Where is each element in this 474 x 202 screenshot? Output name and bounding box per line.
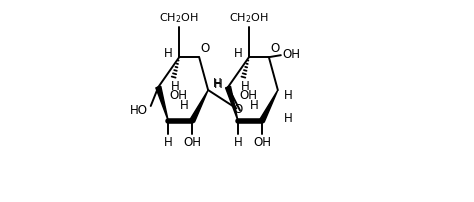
Text: H: H: [213, 77, 222, 90]
Text: O: O: [233, 103, 243, 117]
Text: H: H: [164, 137, 173, 149]
Text: O: O: [201, 42, 210, 55]
Text: CH$_2$OH: CH$_2$OH: [159, 12, 199, 25]
Text: H: H: [234, 47, 243, 60]
Text: H: H: [234, 137, 242, 149]
Text: OH: OH: [169, 88, 187, 102]
Text: OH: OH: [283, 48, 301, 61]
Text: H: H: [214, 78, 222, 91]
Text: OH: OH: [239, 88, 257, 102]
Text: O: O: [271, 42, 280, 55]
Text: OH: OH: [183, 137, 201, 149]
Text: H: H: [250, 99, 259, 113]
Text: H: H: [241, 80, 250, 93]
Polygon shape: [190, 90, 208, 122]
Text: H: H: [180, 99, 189, 113]
Polygon shape: [226, 86, 238, 121]
Polygon shape: [156, 86, 168, 121]
Text: CH$_2$OH: CH$_2$OH: [229, 12, 269, 25]
Text: HO: HO: [130, 104, 148, 117]
Text: H: H: [283, 89, 292, 102]
Polygon shape: [260, 90, 278, 122]
Text: H: H: [283, 113, 292, 125]
Text: H: H: [164, 47, 173, 60]
Text: OH: OH: [253, 137, 271, 149]
Text: H: H: [171, 80, 180, 93]
